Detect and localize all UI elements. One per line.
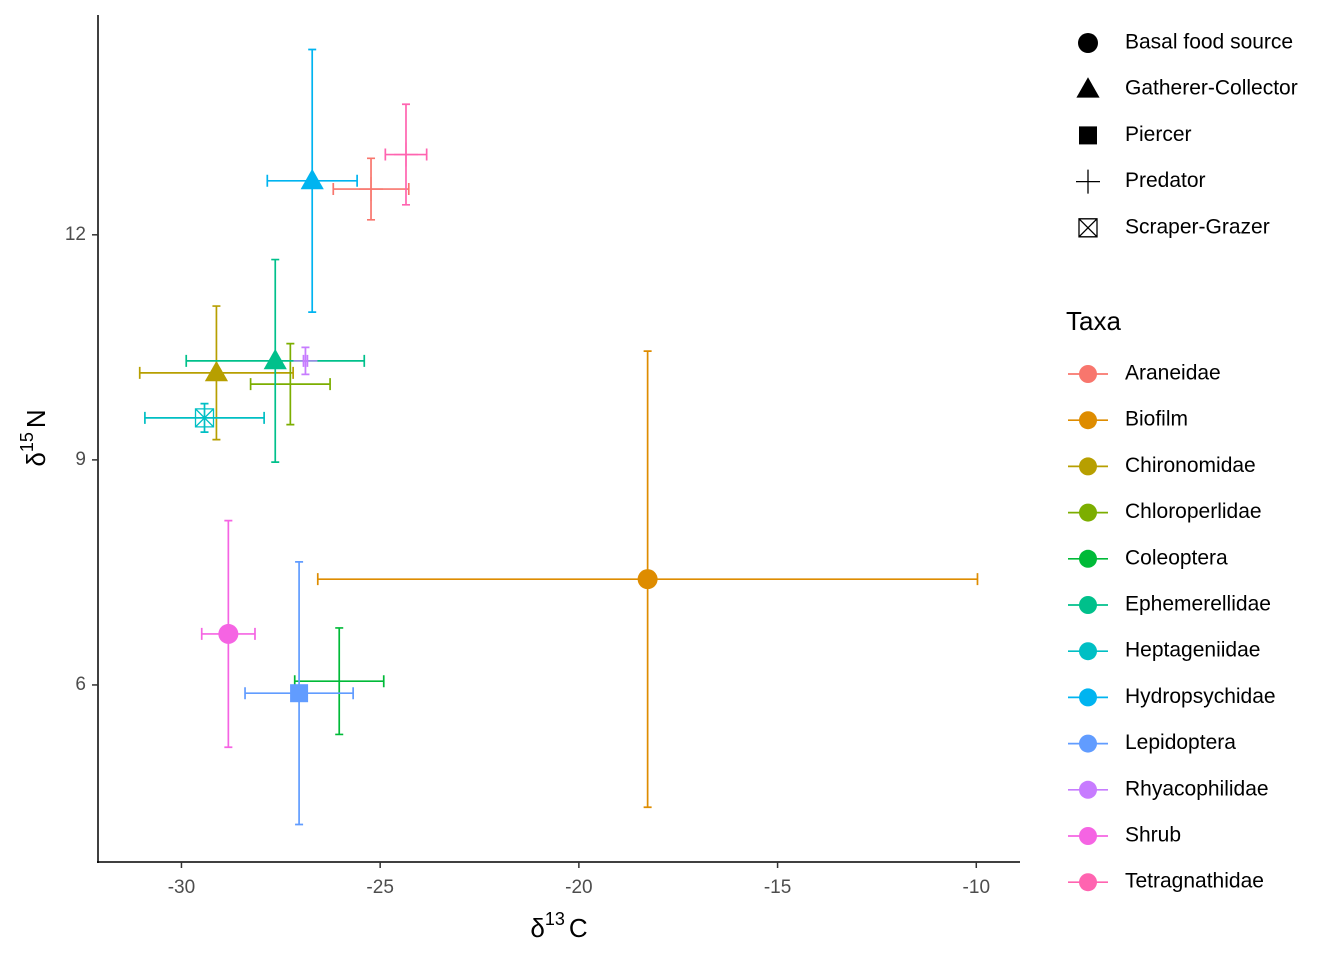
legend-label: Rhyacophilidae: [1125, 777, 1269, 800]
x-axis-label: δ13 C: [530, 909, 587, 943]
legend-label: Hydropsychidae: [1125, 685, 1276, 708]
point: [204, 360, 229, 382]
point: [637, 569, 658, 590]
legend-label: Piercer: [1125, 123, 1192, 146]
legend-symbol: [1079, 873, 1097, 892]
legend-label: Coleoptera: [1125, 546, 1228, 569]
point: [278, 372, 303, 397]
legend-symbol: [1078, 33, 1098, 53]
point: [327, 669, 352, 694]
y-tick-label: 6: [75, 674, 86, 695]
point: [290, 684, 309, 703]
legend-symbol: [1079, 780, 1097, 799]
y-label-element: N: [21, 409, 51, 428]
x-tick-label: -15: [764, 877, 791, 898]
legend-symbol: [1079, 411, 1097, 430]
legend-label: Gatherer-Collector: [1125, 77, 1298, 100]
legend-label: Biofilm: [1125, 408, 1188, 431]
legend-symbol: [1079, 126, 1097, 145]
legend-symbol: [1079, 365, 1097, 383]
x-tick-label: -20: [565, 877, 592, 898]
x-label-element: C: [569, 913, 588, 943]
point: [293, 348, 318, 373]
point: [263, 348, 287, 370]
x-tick-label: -10: [963, 877, 990, 898]
x-tick-label: -30: [168, 877, 195, 898]
legend-symbol: [1079, 457, 1097, 476]
legend-label: Predator: [1125, 169, 1206, 192]
y-label-sup: 15: [17, 432, 37, 452]
point: [393, 142, 418, 167]
legend-label: Shrub: [1125, 824, 1181, 847]
point: [194, 408, 215, 428]
legend-label: Tetragnathidae: [1125, 870, 1264, 893]
legend-label: Chironomidae: [1125, 454, 1256, 477]
legend-symbol: [1079, 596, 1097, 614]
x-label-symbol: δ: [530, 913, 544, 943]
x-label-sup: 13: [545, 909, 565, 929]
legend-symbol: [1079, 827, 1097, 845]
legend-symbol: [1079, 642, 1097, 661]
legend-title: FFG: [1066, 0, 1118, 5]
y-tick-label: 9: [75, 449, 86, 470]
legend-symbol: [1079, 688, 1097, 707]
legend-symbol: [1079, 503, 1097, 522]
y-tick-label: 12: [65, 224, 86, 245]
point: [359, 177, 384, 202]
x-tick-label: -25: [366, 877, 393, 898]
legend-symbol: [1076, 77, 1100, 98]
legend-symbol: [1078, 218, 1098, 238]
point: [300, 168, 324, 190]
y-label-symbol: δ: [21, 452, 51, 466]
legend-label: Lepidoptera: [1125, 731, 1236, 754]
legend-label: Ephemerellidae: [1125, 593, 1271, 616]
legend-label: Chloroperlidae: [1125, 500, 1262, 523]
legend-title: Taxa: [1066, 306, 1121, 336]
legend-label: Araneidae: [1125, 362, 1221, 385]
legend-symbol: [1076, 169, 1100, 194]
legend-symbol: [1079, 549, 1097, 568]
legend-label: Basal food source: [1125, 31, 1293, 54]
legend-label: Heptageniidae: [1125, 639, 1260, 662]
point: [218, 623, 239, 644]
y-axis-label: δ15 N: [17, 409, 51, 466]
legend-symbol: [1079, 734, 1097, 753]
legend-label: Scraper-Grazer: [1125, 215, 1270, 238]
